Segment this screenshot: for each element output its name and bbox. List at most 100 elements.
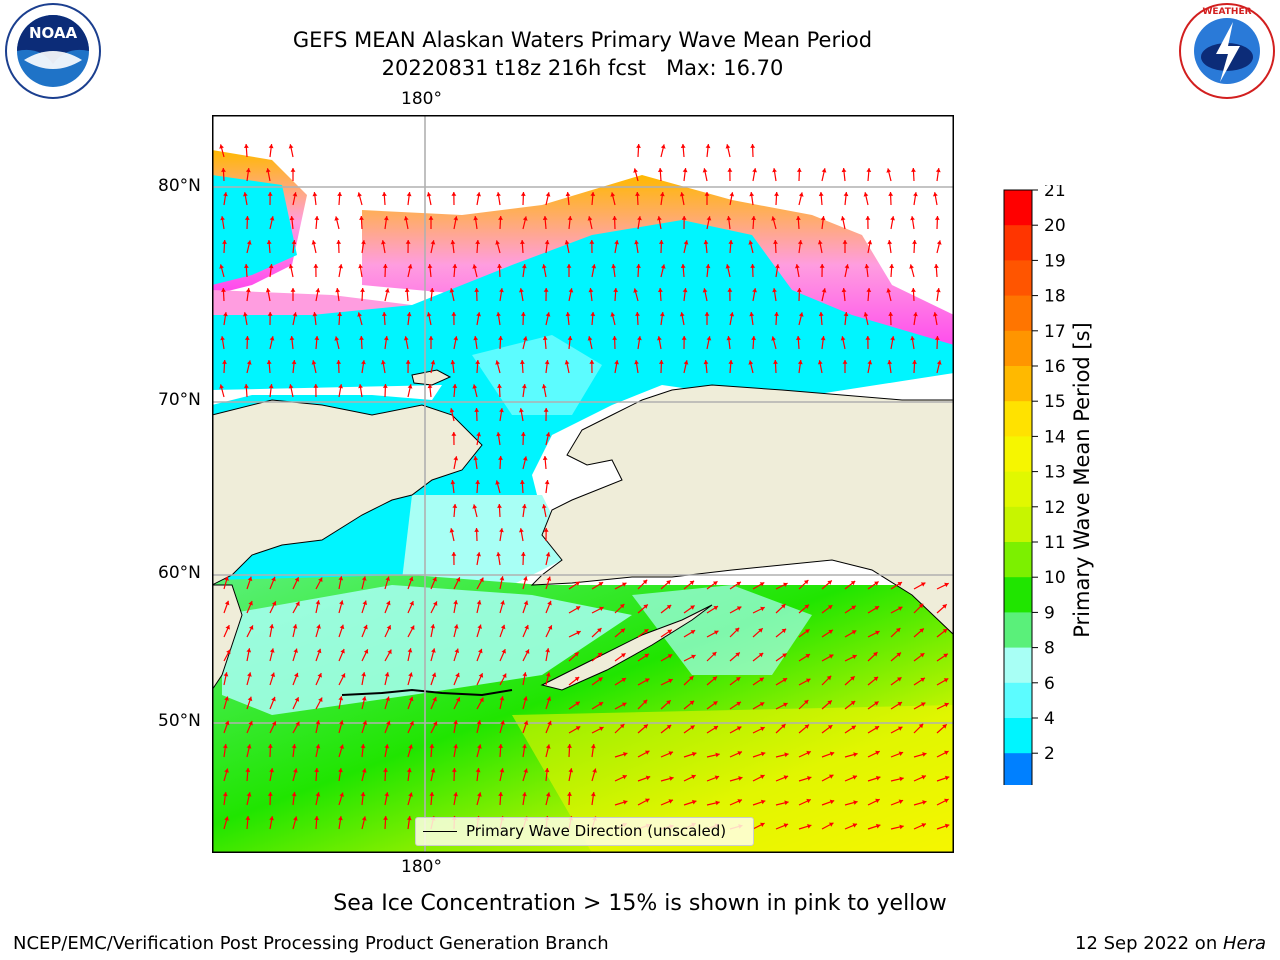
direction-arrowhead <box>408 576 414 582</box>
direction-arrowhead <box>703 360 709 365</box>
direction-arrowhead <box>454 648 460 653</box>
direction-arrowhead <box>919 653 925 658</box>
direction-arrowhead <box>658 288 663 292</box>
direction-arrowhead <box>334 336 340 341</box>
direction-arrowhead <box>408 792 413 797</box>
direction-arrowhead <box>912 360 917 364</box>
direction-arrowhead <box>610 312 616 317</box>
direction-arrowhead <box>475 768 481 773</box>
direction-arrowhead <box>292 624 298 629</box>
map-legend: Primary Wave Direction (unscaled) <box>415 817 754 846</box>
direction-arrowhead <box>427 384 433 389</box>
direction-arrowhead <box>875 798 880 804</box>
direction-arrowhead <box>407 264 413 269</box>
direction-arrowhead <box>936 240 942 245</box>
direction-arrowhead <box>599 726 604 731</box>
direction-arrowhead <box>271 696 276 702</box>
colorbar-ticks: 21 20 19 18 17 16 15 14 13 12 11 10 9 8 6 4 2 <box>1032 181 1066 764</box>
direction-arrowhead <box>828 629 833 634</box>
direction-arrowhead <box>267 312 273 316</box>
direction-arrowhead <box>828 654 834 659</box>
direction-arrowhead <box>852 775 857 780</box>
direction-arrowhead <box>312 192 318 197</box>
direction-arrowhead <box>338 768 343 773</box>
direction-arrowhead <box>476 432 481 437</box>
direction-arrowhead <box>477 792 482 797</box>
direction-arrowhead <box>382 192 387 196</box>
colorbar-band <box>1004 295 1032 332</box>
direction-arrowhead <box>428 336 434 340</box>
direction-arrowhead <box>886 288 892 293</box>
colorbar-band <box>1004 753 1032 789</box>
direction-arrowhead <box>944 775 950 781</box>
direction-arrowhead <box>898 751 904 756</box>
direction-arrowhead <box>713 701 718 706</box>
direction-arrowhead <box>498 792 503 796</box>
direction-arrowhead <box>547 625 553 630</box>
direction-arrowhead <box>497 384 502 388</box>
direction-arrowhead <box>224 720 230 726</box>
direction-arrowhead <box>796 168 802 172</box>
direction-arrowhead <box>499 696 505 701</box>
direction-arrowhead <box>922 752 927 757</box>
direction-arrowhead <box>519 288 524 293</box>
direction-arrowhead <box>271 721 277 726</box>
direction-arrowhead <box>734 627 740 633</box>
direction-arrowhead <box>455 672 460 678</box>
direction-arrowhead <box>223 192 228 197</box>
direction-arrowhead <box>430 768 436 773</box>
direction-arrowhead <box>621 653 626 658</box>
direction-arrowhead <box>246 792 252 797</box>
direction-arrowhead <box>576 630 581 636</box>
direction-arrowhead <box>781 604 786 609</box>
direction-arrowhead <box>542 336 548 340</box>
direction-arrowhead <box>336 360 342 364</box>
direction-arrowhead <box>567 792 572 796</box>
direction-arrowhead <box>669 776 674 781</box>
direction-arrowhead <box>453 336 459 341</box>
direction-arrowhead <box>805 629 810 634</box>
colorbar-tick-label: 8 <box>1044 639 1055 659</box>
direction-arrowhead <box>728 360 734 364</box>
direction-arrowhead <box>358 264 363 269</box>
direction-arrowhead <box>944 702 949 708</box>
direction-arrowhead <box>452 264 458 268</box>
direction-arrowhead <box>933 192 938 197</box>
direction-arrowhead <box>817 360 823 365</box>
direction-arrowhead <box>644 678 650 683</box>
direction-arrowhead <box>245 288 251 293</box>
direction-arrowhead <box>338 384 343 389</box>
direction-arrowhead <box>288 384 294 389</box>
direction-arrowhead <box>657 336 662 341</box>
direction-arrowhead <box>692 799 697 805</box>
direction-arrowhead <box>479 697 484 703</box>
direction-arrowhead <box>338 816 343 821</box>
colorbar-band <box>1004 682 1032 719</box>
direction-arrowhead <box>738 776 743 781</box>
direction-arrowhead <box>267 192 273 196</box>
colorbar-tick-label: 21 <box>1044 185 1066 201</box>
direction-arrowhead <box>220 216 225 221</box>
direction-arrowhead <box>426 312 432 317</box>
direction-arrowhead <box>451 192 457 196</box>
direction-arrowhead <box>589 360 595 364</box>
direction-arrowhead <box>244 336 250 340</box>
direction-arrowhead <box>266 360 272 364</box>
direction-arrowhead <box>623 800 628 805</box>
direction-arrowhead <box>427 264 433 269</box>
direction-arrowhead <box>643 604 648 609</box>
direction-arrowhead <box>565 312 571 317</box>
cyan-patch <box>472 335 602 415</box>
direction-arrowhead <box>913 312 918 317</box>
direction-arrowhead <box>702 168 708 173</box>
direction-arrowhead <box>715 752 720 758</box>
direction-arrowhead <box>315 600 321 605</box>
direction-arrowhead <box>751 216 756 220</box>
direction-arrowhead <box>318 577 323 582</box>
colorbar-bands <box>1003 189 1033 816</box>
direction-arrowhead <box>521 384 527 389</box>
direction-arrowhead <box>315 720 321 725</box>
direction-arrowhead <box>659 192 665 197</box>
direction-arrowhead <box>658 360 664 364</box>
direction-arrowhead <box>523 768 528 773</box>
